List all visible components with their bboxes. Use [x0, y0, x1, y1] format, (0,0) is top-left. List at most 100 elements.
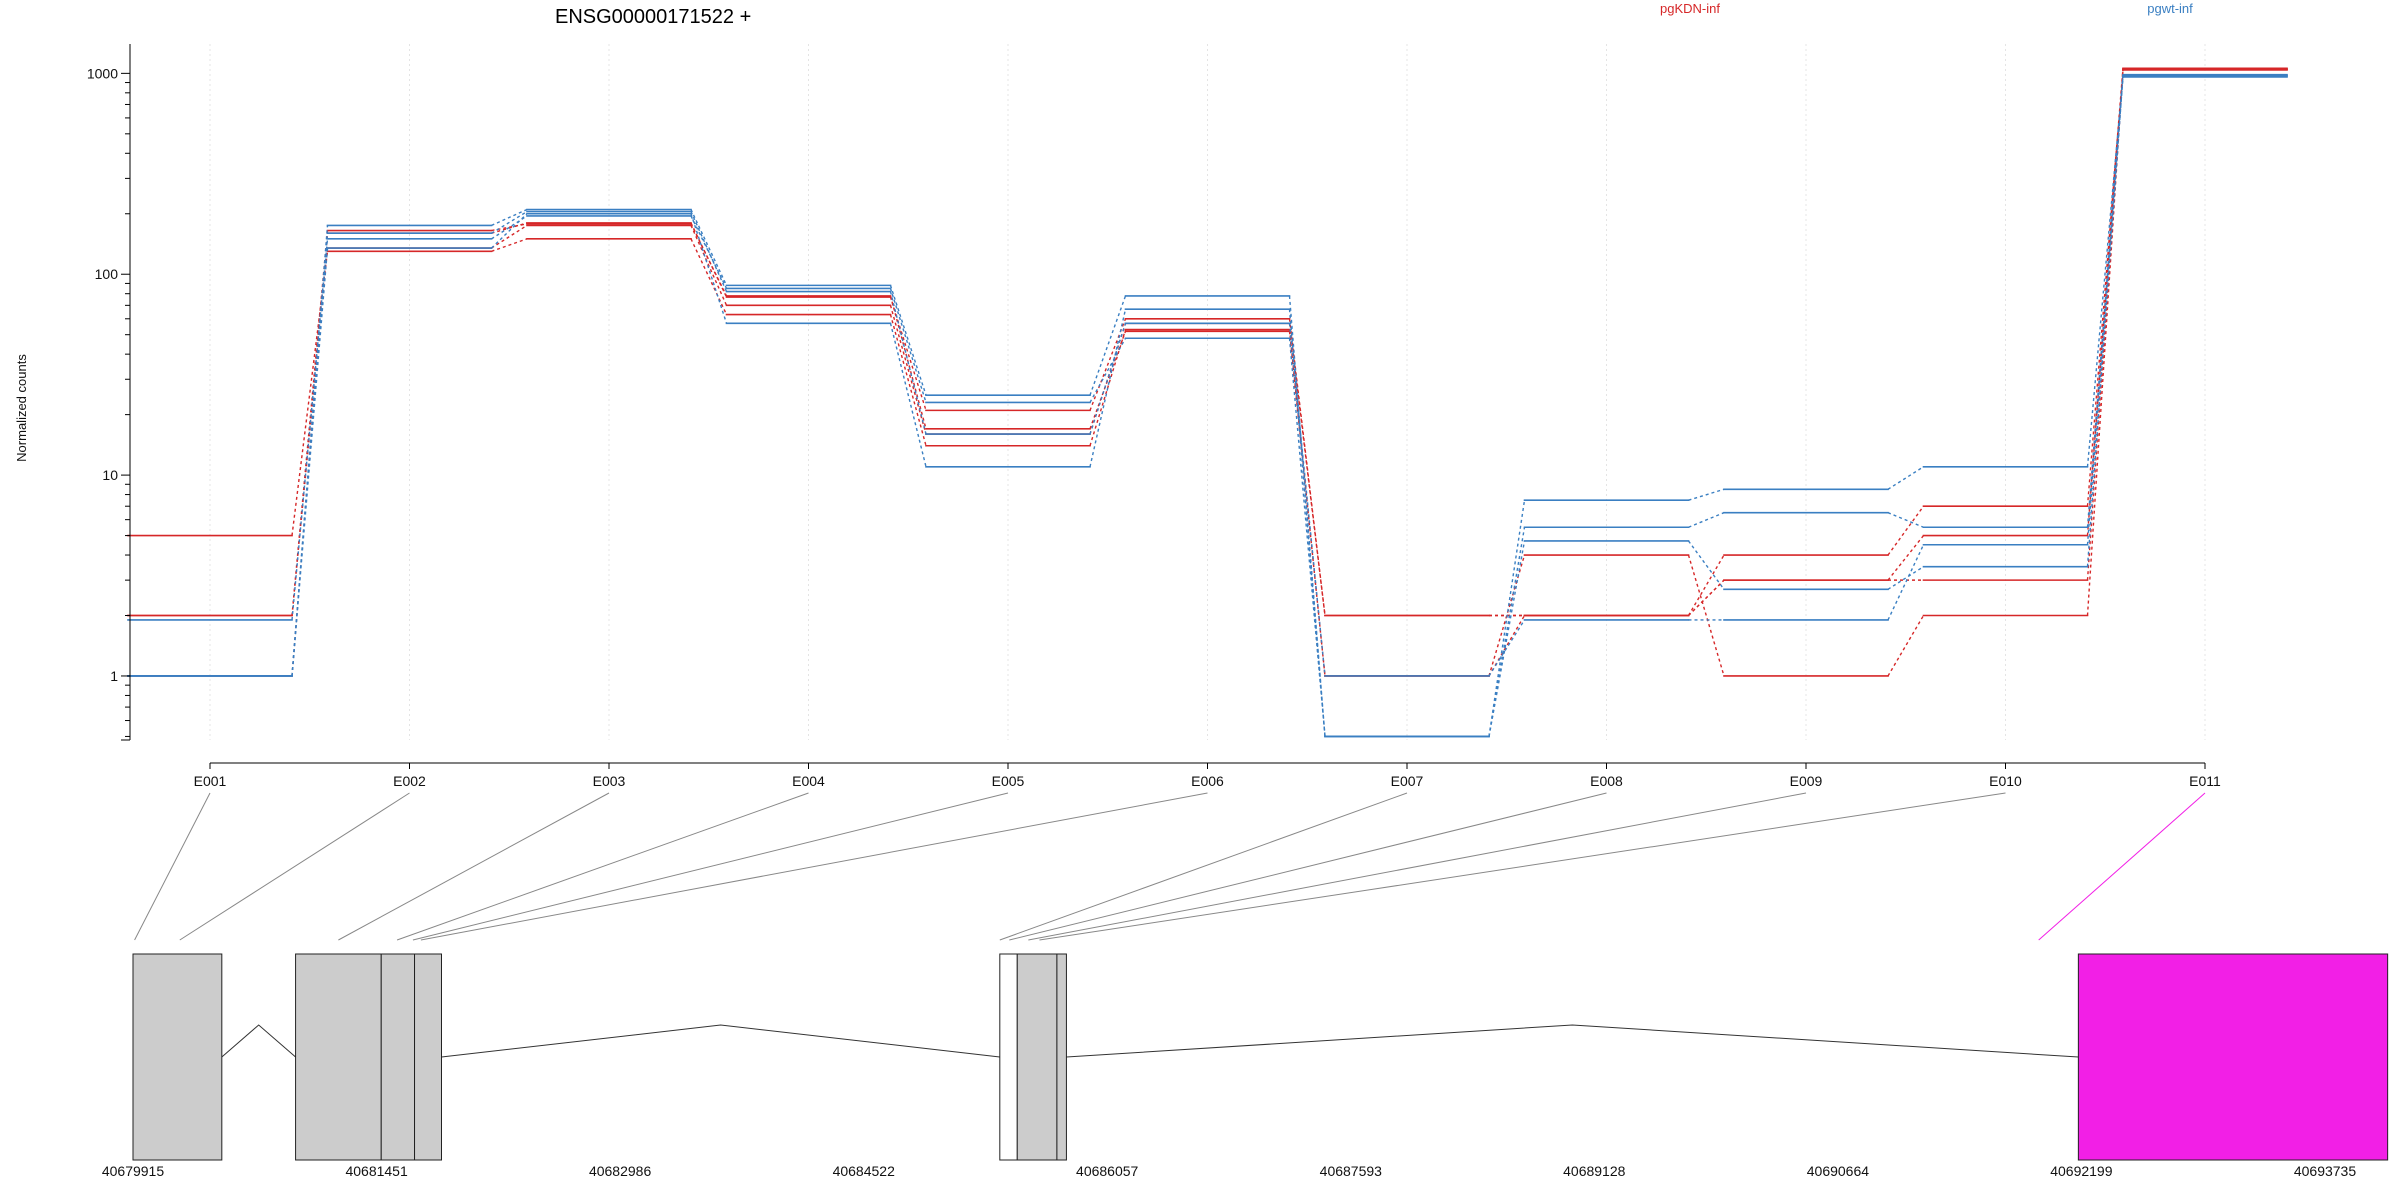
series-connector	[1488, 619, 1526, 677]
series-connector	[889, 288, 927, 403]
x-tick-label-e011: E011	[2189, 773, 2221, 789]
x-tick-label-e008: E008	[1590, 773, 1623, 789]
series-connector	[1887, 566, 1924, 590]
series-pgwt-inf-6	[127, 74, 2288, 738]
series-connector	[1089, 329, 1127, 446]
exon-connector-e002	[179, 792, 410, 941]
series-connector	[1887, 512, 1924, 528]
series-connector	[1288, 323, 1326, 677]
series-connector	[1089, 309, 1127, 467]
series-connector	[690, 225, 728, 306]
coord-label: 40689128	[1563, 1163, 1626, 1179]
exon-connector-e004	[396, 792, 809, 941]
series-connector	[889, 291, 927, 435]
series-connector	[491, 238, 528, 252]
chart-title: ENSG00000171522 +	[555, 6, 751, 28]
x-tick-label-e004: E004	[792, 773, 825, 789]
series-connector	[1887, 544, 1925, 621]
coord-label: 40687593	[1320, 1163, 1383, 1179]
series-connector	[491, 224, 528, 249]
exon-box-7	[2077, 953, 2389, 1161]
exon-box-6	[1056, 953, 1067, 1161]
series-connector	[491, 211, 528, 234]
y-tick-label: 1	[110, 668, 118, 684]
series-connector	[690, 209, 728, 286]
x-tick-label-e003: E003	[593, 773, 626, 789]
series-connector	[291, 251, 329, 536]
series-connector	[889, 285, 927, 396]
series-connector	[1089, 337, 1127, 403]
series-connector	[491, 215, 528, 240]
series-connector	[291, 233, 329, 677]
series-connector	[2086, 75, 2124, 467]
series-connector	[1089, 323, 1127, 435]
legend-item-pgkdn-inf: pgKDN-inf	[1660, 1, 1720, 16]
coord-label: 40686057	[1076, 1163, 1139, 1179]
series-connector	[1488, 500, 1526, 737]
series-connector	[889, 323, 927, 467]
exon-box-5	[1016, 953, 1058, 1161]
series-connector	[1089, 318, 1127, 411]
coord-label: 40692199	[2050, 1163, 2113, 1179]
coord-label: 40682986	[589, 1163, 652, 1179]
exon-connector-e003	[338, 792, 610, 941]
y-tick-label: 100	[95, 266, 119, 282]
series-connector	[690, 211, 728, 292]
exon-box-4	[999, 953, 1018, 1161]
coord-label: 40679915	[102, 1163, 165, 1179]
exon-connector-e005	[412, 792, 1009, 941]
exon-connector-e010	[1039, 792, 2006, 941]
series-connector	[1288, 323, 1326, 616]
series-pgwt-inf-7	[127, 76, 2288, 677]
series-connector	[1288, 338, 1326, 737]
series-connector	[889, 305, 927, 435]
series-connector	[690, 215, 728, 289]
series-connector	[491, 208, 528, 227]
coord-label: 40684522	[833, 1163, 896, 1179]
series-connector	[291, 247, 329, 677]
exon-box-3	[414, 953, 442, 1161]
series-connector	[690, 238, 728, 315]
coord-label: 40681451	[345, 1163, 408, 1179]
series-connector	[1887, 535, 1925, 581]
series-connector	[291, 230, 329, 616]
exon-box-2	[380, 953, 416, 1161]
x-tick-label-e006: E006	[1191, 773, 1224, 789]
exon-connector-e008	[1009, 792, 1607, 941]
grid-layer	[209, 44, 2206, 740]
exon-connector-e006	[420, 792, 1208, 941]
series-layer	[127, 67, 2288, 738]
series-connector	[690, 213, 728, 324]
exon-connector-e011	[2038, 792, 2206, 941]
legend-item-pgwt-inf: pgwt-inf	[2147, 1, 2193, 16]
series-connector	[2086, 76, 2124, 545]
series-connector	[889, 314, 927, 446]
y-tick-label: 1000	[87, 65, 118, 81]
x-tick-label-e001: E001	[194, 773, 227, 789]
series-connector	[2086, 74, 2124, 528]
x-tick-label-e010: E010	[1989, 773, 2022, 789]
exon-box-1	[295, 953, 382, 1161]
x-tick-label-e002: E002	[393, 773, 426, 789]
exon-connector-e001	[134, 792, 211, 941]
intron-line-0	[221, 1024, 296, 1058]
series-connector	[1488, 540, 1526, 737]
series-connector	[1887, 615, 1925, 677]
series-connector	[1687, 554, 1725, 677]
coord-label: 40693735	[2294, 1163, 2357, 1179]
exon-connector-e007	[999, 792, 1408, 941]
series-connector	[1687, 540, 1725, 590]
series-connector	[1688, 579, 1725, 616]
series-connector	[1688, 488, 1725, 501]
x-tick-label-e009: E009	[1790, 773, 1823, 789]
y-axis-label: Normalized counts	[14, 354, 29, 462]
series-connector	[690, 223, 728, 297]
x-tick-label-e007: E007	[1391, 773, 1424, 789]
series-connector	[1488, 527, 1526, 737]
series-connector	[1488, 615, 1526, 677]
intron-line-2	[1066, 1024, 2079, 1058]
y-tick-label: 10	[102, 467, 118, 483]
series-connector	[1688, 512, 1725, 528]
